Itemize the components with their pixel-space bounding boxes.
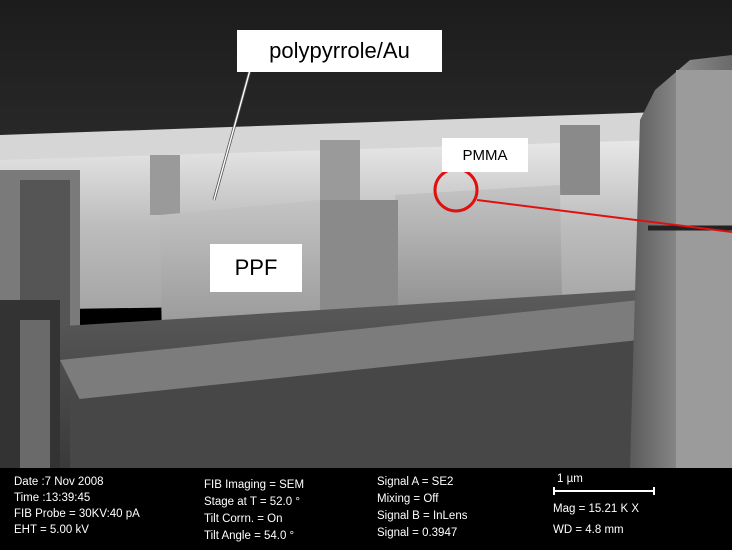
mixing-text: Mixing = Off	[377, 493, 439, 505]
signal-text: Signal = 0.3947	[377, 527, 458, 539]
tilt-corrn-text: Tilt Corrn. = On	[204, 513, 283, 525]
fib-probe-text: FIB Probe = 30KV:40 pA	[14, 508, 140, 520]
sem-image	[0, 0, 732, 468]
polypyrrole-au-label: polypyrrole/Au	[237, 30, 442, 72]
time-text: Time :13:39:45	[14, 492, 91, 504]
scale-bar	[553, 487, 655, 495]
pmma-label: PMMA	[442, 138, 528, 172]
ppf-label: PPF	[210, 244, 302, 292]
stage-text: Stage at T = 52.0 °	[204, 496, 300, 508]
mag-text: Mag = 15.21 K X	[553, 503, 639, 515]
info-column-3: Signal A = SE2 Mixing = Off Signal B = I…	[377, 474, 467, 542]
sem-data-bar: Date :7 Nov 2008 Time :13:39:45 FIB Prob…	[5, 468, 732, 550]
eht-text: EHT = 5.00 kV	[14, 524, 89, 536]
signal-a-text: Signal A = SE2	[377, 476, 454, 488]
tilt-angle-text: Tilt Angle = 54.0 °	[204, 530, 295, 542]
signal-b-text: Signal B = InLens	[377, 510, 468, 522]
date-text: Date :7 Nov 2008	[14, 476, 104, 488]
wd-text: WD = 4.8 mm	[553, 524, 624, 536]
fib-imaging-text: FIB Imaging = SEM	[204, 479, 305, 491]
pmma-pointer-line	[476, 199, 732, 233]
info-column-1: Date :7 Nov 2008 Time :13:39:45 FIB Prob…	[14, 474, 140, 538]
scale-label: 1 µm	[557, 473, 583, 485]
info-column-2: FIB Imaging = SEM Stage at T = 52.0 ° Ti…	[204, 477, 304, 545]
